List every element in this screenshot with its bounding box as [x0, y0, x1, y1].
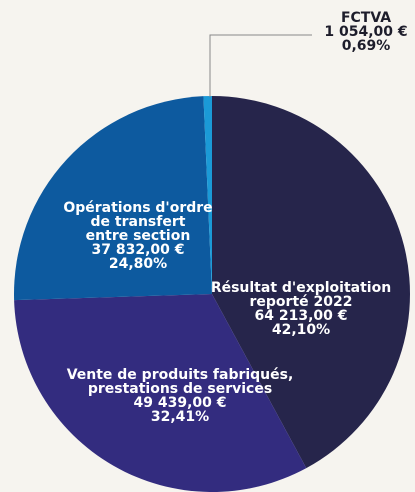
- amount-label: 1 054,00 €: [324, 24, 407, 40]
- slice-label: reporté 2022: [250, 294, 353, 310]
- pie-slice: [14, 294, 307, 492]
- value-label: 32,41%: [151, 409, 209, 425]
- pie-slice: [212, 96, 410, 469]
- value-label: 24,80%: [109, 256, 167, 272]
- amount-label: 37 832,00 €: [92, 242, 185, 258]
- pie-slice: [13, 96, 212, 301]
- pie-slice: [203, 96, 212, 294]
- value-label: 0,69%: [342, 38, 391, 54]
- slice-label: FCTVA: [341, 10, 391, 26]
- slice-label: Vente de produits fabriqués,: [67, 367, 294, 383]
- slice-label: entre section: [86, 228, 191, 244]
- value-label: 42,10%: [272, 322, 330, 338]
- slice-label: prestations de services: [88, 381, 272, 397]
- amount-label: 64 213,00 €: [255, 308, 348, 324]
- leader-line: [209, 34, 312, 97]
- slice-label: Opérations d'ordre: [63, 200, 212, 216]
- amount-label: 49 439,00 €: [134, 395, 227, 411]
- slice-label: de transfert: [91, 214, 186, 230]
- slice-label: Résultat d'exploitation: [211, 280, 391, 296]
